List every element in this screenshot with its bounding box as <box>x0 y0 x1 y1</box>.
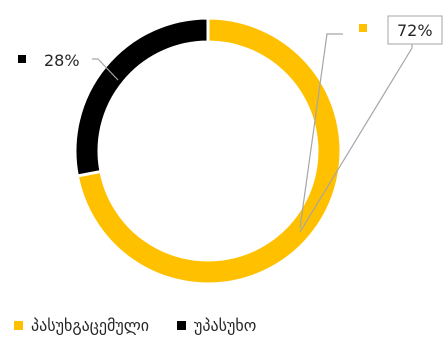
data-label-box-answered <box>387 15 443 45</box>
slice-unanswered <box>73 16 210 178</box>
legend-item-unanswered: უპასუხო <box>177 316 256 335</box>
legend-swatch-answered <box>14 321 23 330</box>
slice-answered <box>75 16 343 286</box>
leader-line-answered-1 <box>299 33 343 229</box>
legend-item-answered: პასუხგაცემული <box>14 316 149 335</box>
data-label-answered: 72% <box>397 21 433 40</box>
data-label-marker-answered <box>359 24 367 32</box>
legend: პასუხგაცემული უპასუხო <box>14 316 284 335</box>
data-label-unanswered: 28% <box>44 51 80 70</box>
legend-swatch-unanswered <box>177 321 187 330</box>
legend-label-unanswered: უპასუხო <box>194 316 257 335</box>
leader-line-answered-2 <box>299 44 413 233</box>
leader-line-unanswered <box>92 58 119 81</box>
data-label-marker-unanswered <box>18 55 26 63</box>
legend-label-answered: პასუხგაცემული <box>31 316 150 335</box>
